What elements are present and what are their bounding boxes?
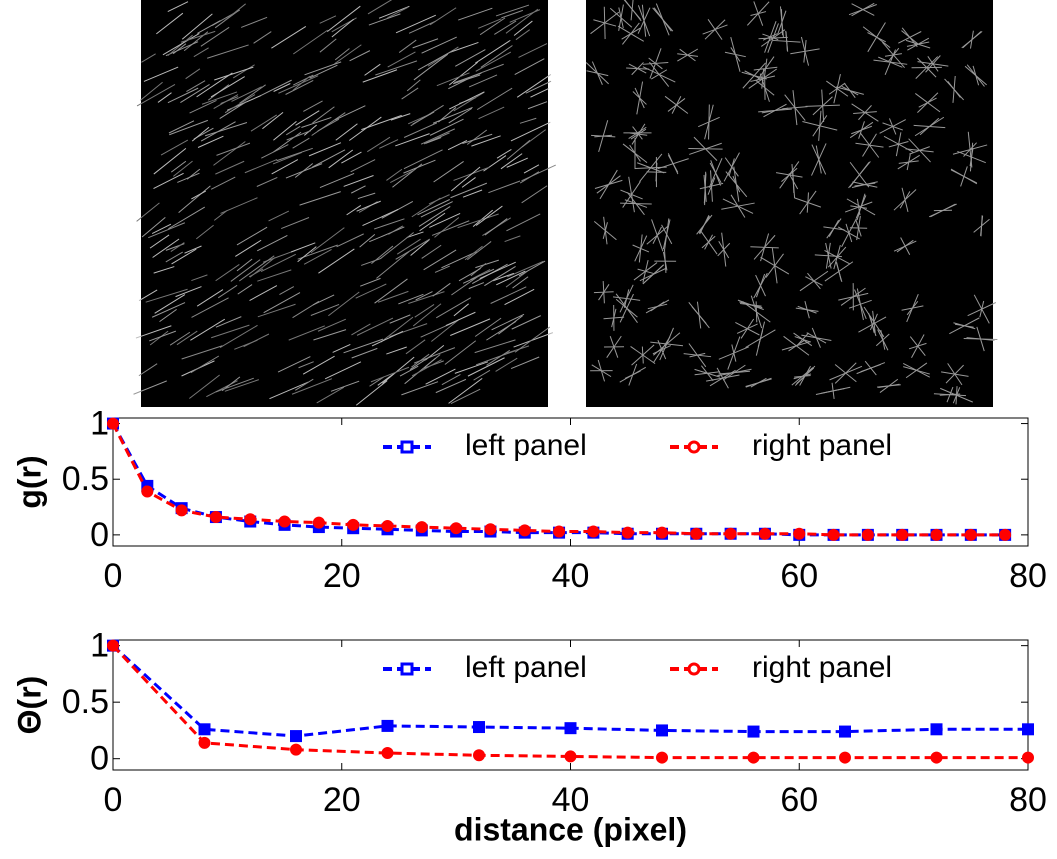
data-point xyxy=(932,753,942,763)
data-point xyxy=(794,529,804,539)
x-tick-label: 40 xyxy=(552,557,590,595)
data-point xyxy=(108,641,118,651)
data-point xyxy=(142,486,152,496)
x-tick-label: 60 xyxy=(780,557,818,595)
page: 0 20 40 60 80 0 0.5 1 g(r) left panel right panel 0… xyxy=(0,0,1057,859)
data-point xyxy=(245,514,255,524)
x-tick-label: 0 xyxy=(104,781,123,819)
data-point xyxy=(314,518,324,528)
data-point xyxy=(829,530,839,540)
data-point xyxy=(691,529,701,539)
data-point xyxy=(657,528,667,538)
y-tick-label: 0.5 xyxy=(62,683,109,721)
data-point xyxy=(966,530,976,540)
data-point xyxy=(485,524,495,534)
x-axis-label: distance (pixel) xyxy=(454,811,687,847)
data-point xyxy=(291,731,301,741)
data-point xyxy=(1023,753,1033,763)
data-point xyxy=(348,520,358,530)
data-point xyxy=(291,745,301,755)
data-point xyxy=(840,727,850,737)
legend-label: left panel xyxy=(465,651,587,684)
data-point xyxy=(726,529,736,539)
y-tick-label: 0.5 xyxy=(62,460,109,498)
figure: 0 20 40 60 80 0 0.5 1 g(r) left panel right panel 0… xyxy=(0,0,1057,859)
data-point xyxy=(383,521,393,531)
legend-marker xyxy=(689,442,699,452)
data-point xyxy=(280,517,290,527)
data-point xyxy=(932,724,942,734)
x-tick-label: 80 xyxy=(1009,781,1047,819)
data-point xyxy=(932,530,942,540)
data-point xyxy=(474,722,484,732)
data-point xyxy=(657,725,667,735)
x-tick-label: 20 xyxy=(323,781,361,819)
data-point xyxy=(657,753,667,763)
data-point xyxy=(211,512,221,522)
data-point xyxy=(1023,724,1033,734)
data-point xyxy=(760,529,770,539)
stroke xyxy=(647,172,667,173)
data-point xyxy=(588,527,598,537)
stroke xyxy=(756,301,757,322)
legend-label: right panel xyxy=(752,651,892,684)
data-point xyxy=(749,753,759,763)
legend-marker xyxy=(402,664,412,674)
data-point xyxy=(474,750,484,760)
data-point xyxy=(417,522,427,532)
data-point xyxy=(383,721,393,731)
data-point xyxy=(200,724,210,734)
x-tick-label: 80 xyxy=(1009,557,1047,595)
legend-marker xyxy=(402,442,412,452)
legend-marker xyxy=(689,664,699,674)
y-tick-label: 0 xyxy=(90,516,109,554)
data-point xyxy=(566,723,576,733)
y-tick-label: 0 xyxy=(90,740,109,778)
legend-label: right panel xyxy=(752,429,892,462)
x-tick-label: 20 xyxy=(323,557,361,595)
data-point xyxy=(554,527,564,537)
y-axis-label: Θ(r) xyxy=(11,676,47,735)
data-point xyxy=(840,753,850,763)
data-point xyxy=(566,751,576,761)
data-point xyxy=(1000,530,1010,540)
data-point xyxy=(520,525,530,535)
data-point xyxy=(451,523,461,533)
data-point xyxy=(623,528,633,538)
legend-label: left panel xyxy=(465,429,587,462)
x-tick-label: 60 xyxy=(780,781,818,819)
data-point xyxy=(383,748,393,758)
x-tick-label: 0 xyxy=(104,557,123,595)
data-point xyxy=(177,505,187,515)
y-tick-label: 1 xyxy=(90,405,109,443)
y-tick-label: 1 xyxy=(90,627,109,665)
data-point xyxy=(108,419,118,429)
left-image xyxy=(141,0,548,407)
data-point xyxy=(200,738,210,748)
data-point xyxy=(749,727,759,737)
y-axis-label: g(r) xyxy=(11,455,47,508)
data-point xyxy=(863,530,873,540)
data-point xyxy=(897,530,907,540)
